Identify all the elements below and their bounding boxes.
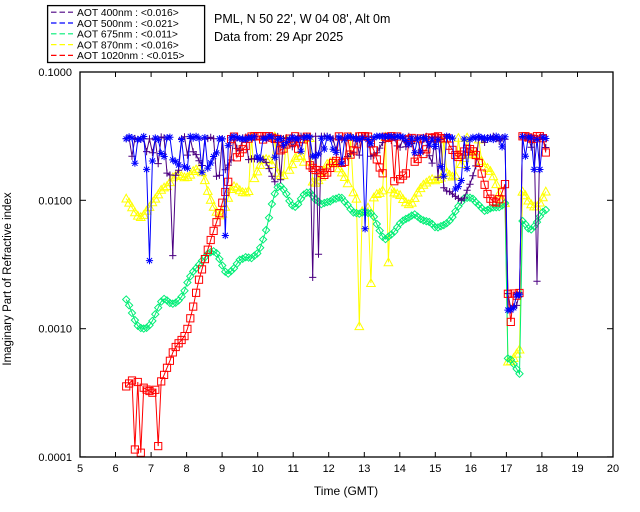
svg-text:20: 20 <box>607 463 619 475</box>
svg-text:17: 17 <box>500 463 512 475</box>
svg-text:0.1000: 0.1000 <box>38 67 72 79</box>
svg-text:11: 11 <box>287 463 298 475</box>
svg-text:AOT 870nm : <0.016>: AOT 870nm : <0.016> <box>77 40 179 51</box>
svg-text:Time (GMT): Time (GMT) <box>314 484 378 498</box>
svg-text:0.0100: 0.0100 <box>38 195 72 207</box>
svg-text:8: 8 <box>184 463 190 475</box>
svg-text:0.0010: 0.0010 <box>38 324 72 336</box>
svg-text:AOT 675nm : <0.011>: AOT 675nm : <0.011> <box>77 30 178 41</box>
svg-text:12: 12 <box>323 463 335 475</box>
svg-text:10: 10 <box>252 463 264 475</box>
svg-text:Data from: 29 Apr 2025: Data from: 29 Apr 2025 <box>214 30 343 44</box>
svg-text:9: 9 <box>219 463 225 475</box>
svg-text:0.0001: 0.0001 <box>38 452 72 464</box>
svg-text:7: 7 <box>148 463 154 475</box>
svg-text:18: 18 <box>536 463 548 475</box>
svg-text:16: 16 <box>465 463 477 475</box>
svg-text:PML, N 50 22', W 04 08', Alt 0: PML, N 50 22', W 04 08', Alt 0m <box>214 12 390 26</box>
svg-text:14: 14 <box>394 463 406 475</box>
svg-text:AOT 400nm : <0.016>: AOT 400nm : <0.016> <box>77 8 179 19</box>
svg-text:15: 15 <box>429 463 441 475</box>
svg-text:13: 13 <box>358 463 370 475</box>
svg-text:6: 6 <box>112 463 118 475</box>
svg-text:AOT 1020nm : <0.015>: AOT 1020nm : <0.015> <box>77 51 184 62</box>
svg-text:AOT 500nm : <0.021>: AOT 500nm : <0.021> <box>77 19 179 30</box>
svg-text:Imaginary Part of Refractive i: Imaginary Part of Refractive index <box>2 192 14 365</box>
svg-text:5: 5 <box>77 463 83 475</box>
svg-text:19: 19 <box>571 463 583 475</box>
